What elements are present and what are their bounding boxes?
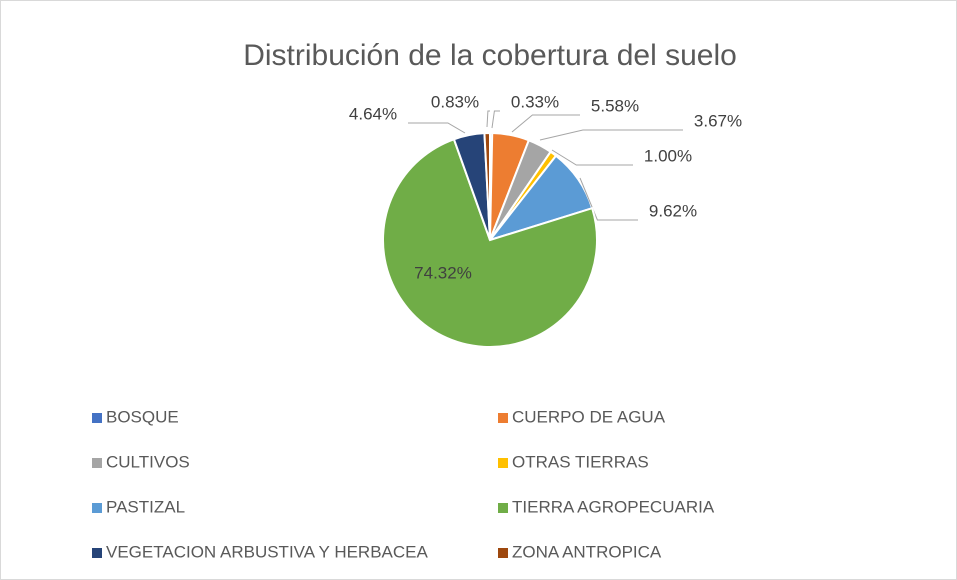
data-label: 3.67%: [694, 111, 742, 130]
pie-slice: [382, 137, 598, 348]
leader-line: [408, 122, 466, 134]
data-label: 1.00%: [644, 146, 692, 165]
legend-swatch: [498, 413, 508, 423]
leader-line: [491, 110, 500, 129]
data-label: 5.58%: [591, 96, 639, 115]
data-label: 4.64%: [349, 104, 397, 123]
legend-label: ZONA ANTROPICA: [512, 542, 662, 561]
legend-label: PASTIZAL: [106, 497, 185, 516]
leader-line: [579, 177, 638, 221]
data-label: 74.32%: [414, 263, 472, 282]
legend-swatch: [92, 458, 102, 468]
leader-line: [486, 110, 490, 128]
chart-title: Distribución de la cobertura del suelo: [243, 39, 737, 72]
legend-swatch: [498, 503, 508, 513]
legend-swatch: [92, 503, 102, 513]
legend-label: OTRAS TIERRAS: [512, 452, 649, 471]
legend-label: CULTIVOS: [106, 452, 190, 471]
legend-swatch: [92, 548, 102, 558]
legend-label: TIERRA AGROPECUARIA: [512, 497, 715, 516]
leader-line: [511, 114, 580, 133]
leader-line: [539, 129, 683, 141]
pie-slice: [483, 131, 491, 241]
legend-swatch: [498, 458, 508, 468]
data-label: 0.83%: [431, 92, 479, 111]
data-label: 0.33%: [511, 92, 559, 111]
leader-line: [551, 149, 633, 166]
legend-swatch: [92, 413, 102, 423]
data-label: 9.62%: [649, 201, 697, 220]
legend-label: CUERPO DE AGUA: [512, 407, 666, 426]
legend-swatch: [498, 548, 508, 558]
legend-label: VEGETACION ARBUSTIVA Y HERBACEA: [106, 542, 428, 561]
legend-label: BOSQUE: [106, 407, 179, 426]
